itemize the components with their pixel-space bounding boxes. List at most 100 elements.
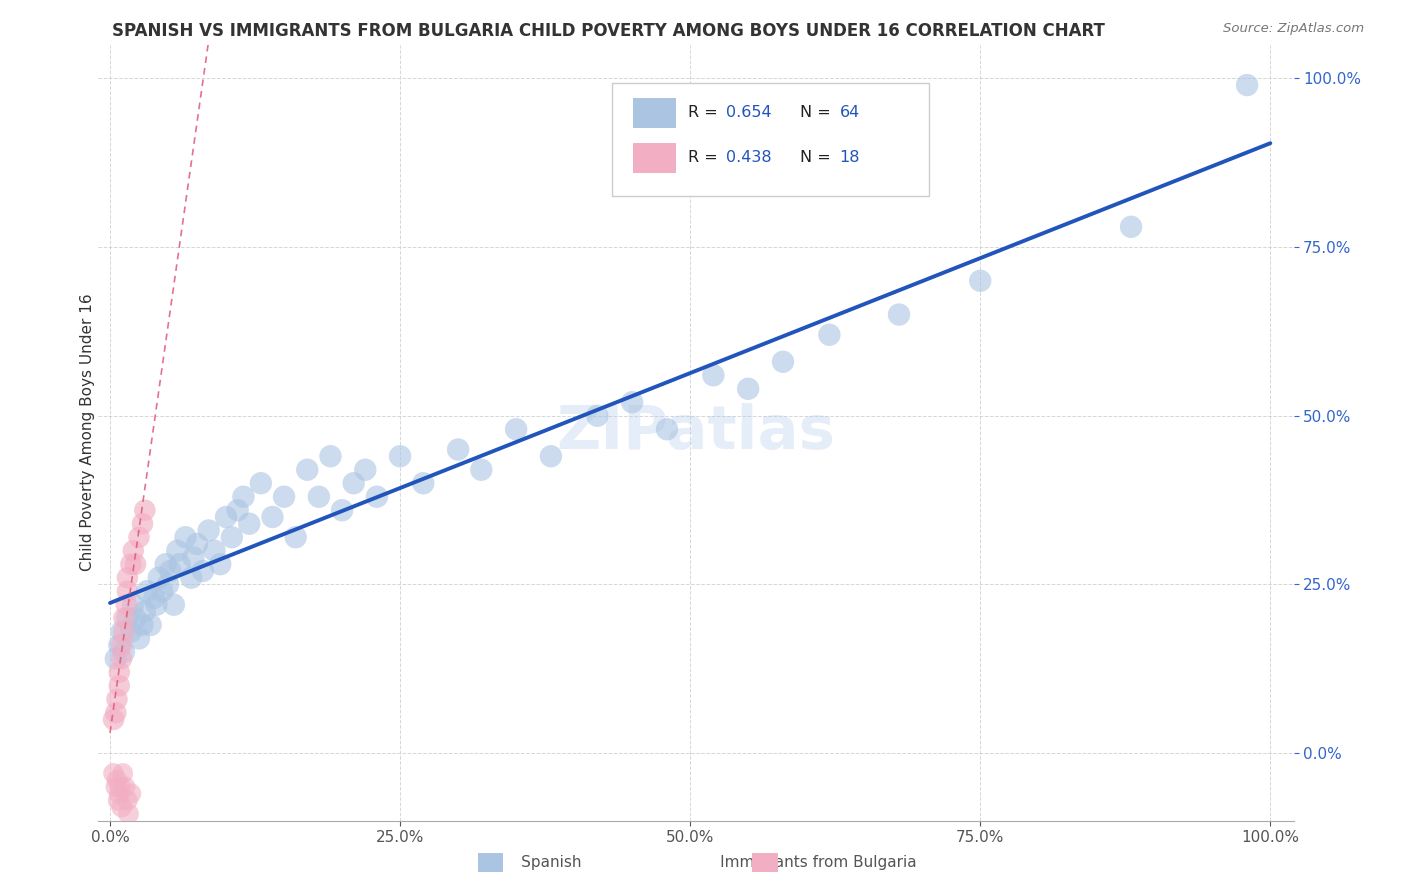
Point (621, 395, 644, 409)
Point (136, 584, 159, 599)
Point (114, 780, 136, 794)
Point (163, 598, 186, 612)
Point (540, 449, 562, 463)
Point (128, 530, 150, 544)
Point (319, 449, 342, 463)
Point (1236, 78, 1258, 92)
Point (120, 624, 142, 639)
Point (103, 766, 125, 780)
Text: 18: 18 (839, 150, 860, 165)
Point (343, 476, 366, 491)
Point (702, 368, 724, 383)
Point (174, 530, 197, 544)
Point (112, 611, 135, 625)
Point (215, 510, 238, 524)
Point (1119, 219, 1142, 234)
Point (169, 558, 191, 572)
Point (148, 571, 170, 585)
Point (308, 490, 330, 504)
Point (186, 537, 208, 551)
Point (354, 463, 377, 477)
Point (108, 665, 131, 680)
Point (166, 543, 188, 558)
Point (107, 793, 129, 807)
Point (586, 409, 609, 423)
Point (737, 382, 759, 396)
Point (104, 651, 127, 665)
Point (122, 543, 145, 558)
Text: 0.438: 0.438 (725, 150, 772, 165)
Point (221, 530, 243, 544)
Point (470, 463, 492, 477)
Point (297, 463, 319, 477)
Point (145, 598, 167, 612)
Point (120, 558, 142, 572)
Point (197, 524, 219, 538)
Bar (633, 143, 676, 173)
Point (389, 449, 412, 463)
Point (134, 503, 156, 517)
Point (183, 550, 205, 565)
Point (108, 638, 131, 652)
Point (250, 476, 273, 491)
Point (111, 624, 134, 639)
Point (818, 327, 841, 342)
Text: 0.654: 0.654 (725, 105, 772, 120)
Point (226, 503, 249, 517)
Point (117, 611, 139, 625)
Text: R =: R = (688, 150, 723, 165)
Point (412, 476, 434, 491)
Point (262, 510, 284, 524)
Point (284, 530, 307, 544)
Point (366, 490, 388, 504)
Point (180, 571, 202, 585)
Point (105, 773, 128, 788)
Text: SPANISH VS IMMIGRANTS FROM BULGARIA CHILD POVERTY AMONG BOYS UNDER 16 CORRELATIO: SPANISH VS IMMIGRANTS FROM BULGARIA CHIL… (112, 22, 1105, 40)
Point (111, 800, 134, 814)
Point (232, 490, 254, 504)
Point (655, 422, 678, 436)
Point (117, 806, 139, 821)
Point (104, 780, 127, 794)
Point (111, 638, 134, 652)
Point (115, 598, 138, 612)
Text: R =: R = (688, 105, 723, 120)
Point (124, 611, 146, 625)
Text: N =: N = (800, 105, 835, 120)
Point (447, 442, 470, 457)
Point (117, 571, 139, 585)
Point (134, 604, 156, 618)
Text: 64: 64 (839, 105, 859, 120)
Point (159, 564, 181, 578)
Point (111, 766, 134, 780)
Point (124, 558, 146, 572)
Point (108, 787, 131, 801)
Point (887, 308, 910, 322)
Point (150, 584, 173, 599)
Point (505, 422, 527, 436)
Y-axis label: Child Poverty Among Boys Under 16: Child Poverty Among Boys Under 16 (80, 293, 94, 572)
Point (131, 516, 153, 531)
Text: Immigrants from Bulgaria: Immigrants from Bulgaria (686, 855, 917, 870)
Point (105, 692, 128, 706)
Point (112, 624, 135, 639)
Point (772, 355, 794, 369)
Point (209, 558, 232, 572)
Point (120, 787, 142, 801)
Point (330, 503, 353, 517)
Point (155, 558, 177, 572)
Point (273, 490, 295, 504)
Point (191, 564, 214, 578)
Text: Source: ZipAtlas.com: Source: ZipAtlas.com (1223, 22, 1364, 36)
Point (111, 651, 134, 665)
Point (110, 780, 132, 794)
Point (117, 793, 139, 807)
Point (117, 584, 139, 599)
Point (143, 591, 166, 605)
Text: Spanish: Spanish (486, 855, 582, 870)
Point (103, 713, 125, 727)
Point (131, 618, 153, 632)
Text: ZIPatlas: ZIPatlas (557, 403, 835, 462)
Bar (633, 98, 676, 128)
Point (204, 543, 226, 558)
